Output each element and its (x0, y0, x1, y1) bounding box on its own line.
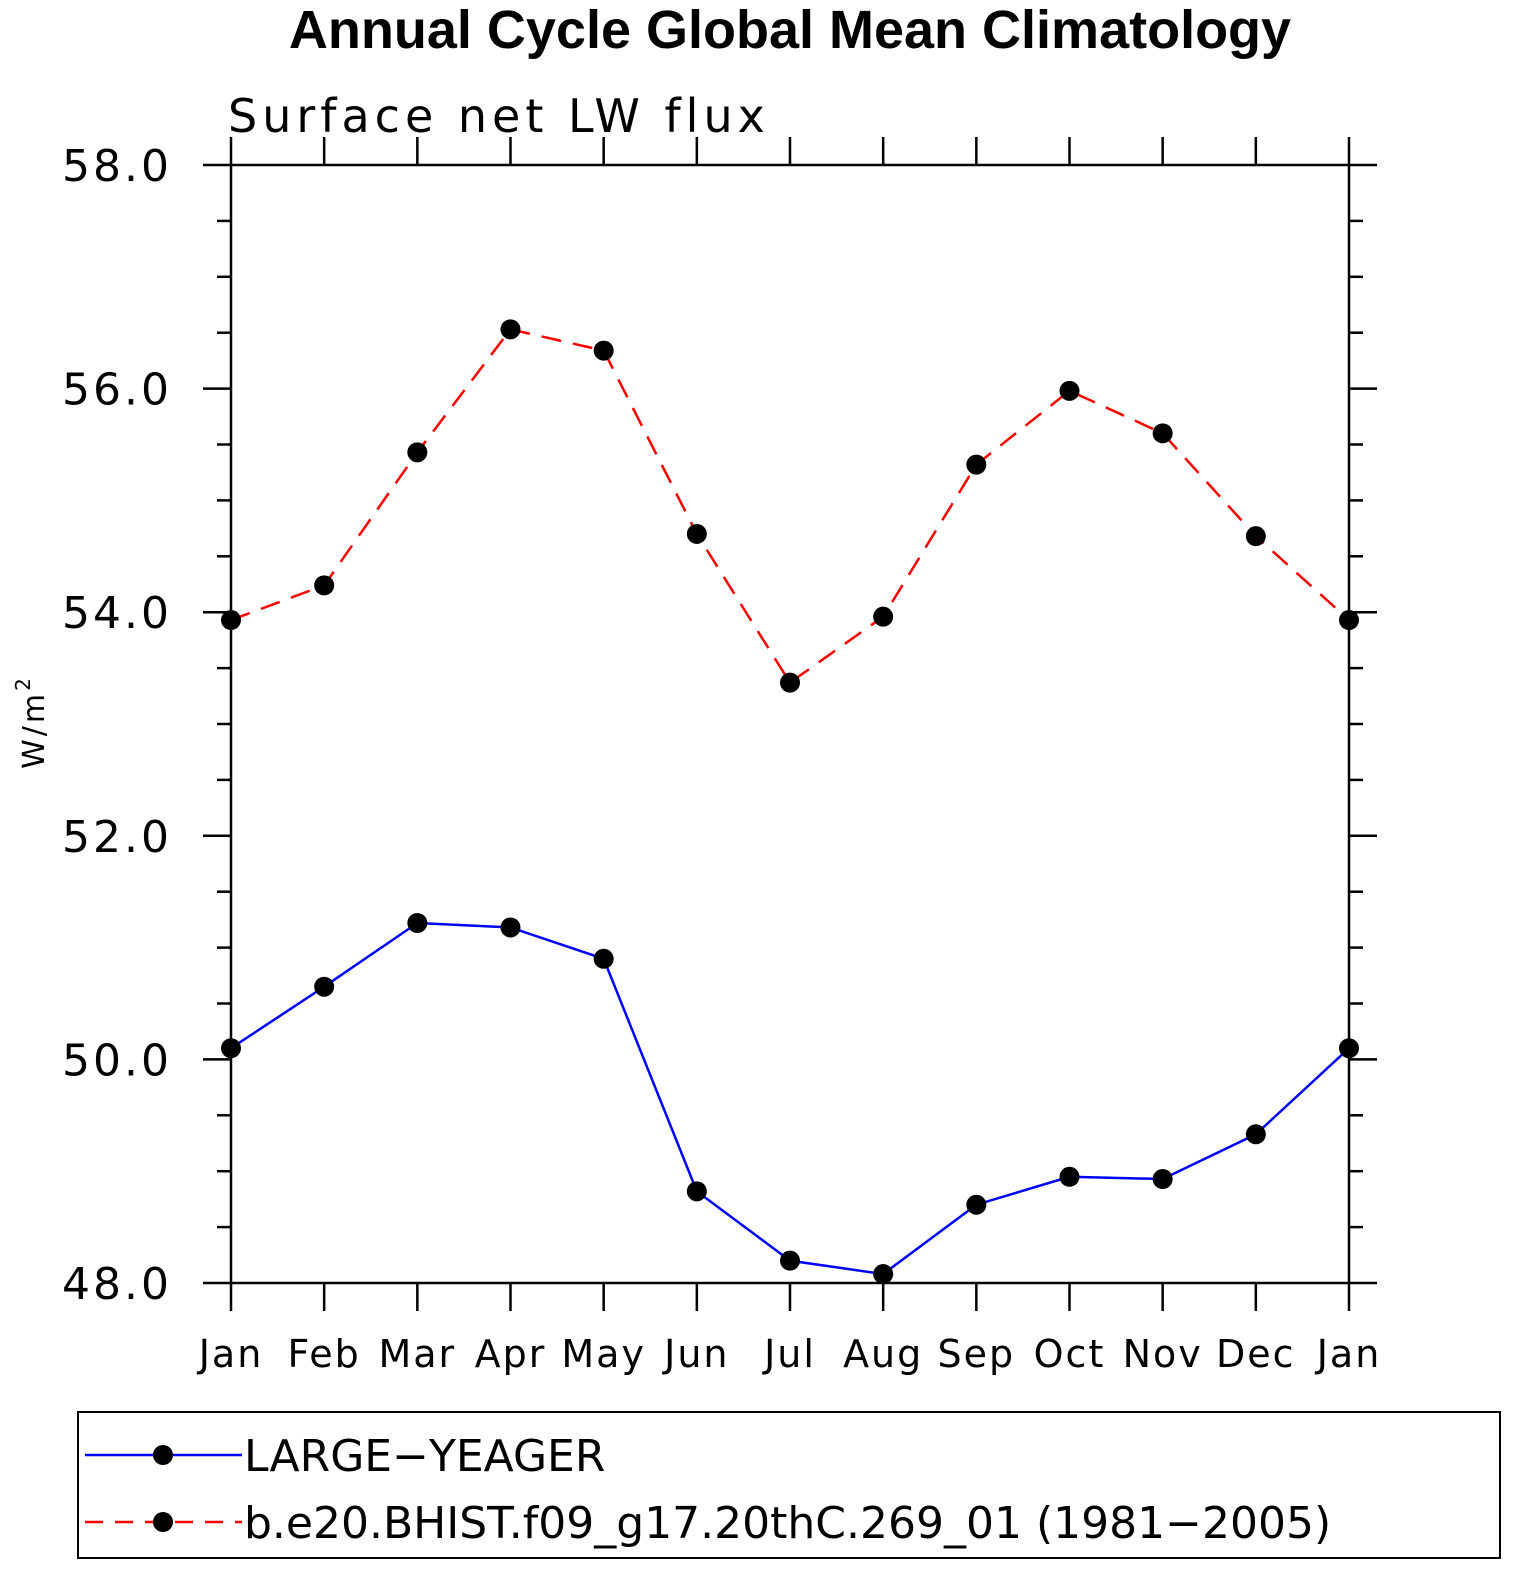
plot-frame (229, 163, 1351, 1285)
y-axis-label: W/m2 (11, 675, 52, 769)
x-tick-label: Aug (843, 1332, 923, 1376)
x-tick-label: Jan (1315, 1332, 1382, 1376)
data-point-series-2 (1339, 610, 1359, 631)
y-tick-label: 50.0 (62, 1035, 172, 1086)
series-line-2 (230, 327, 1350, 685)
data-point-series-2 (593, 340, 614, 361)
x-tick-label: May (561, 1332, 646, 1376)
data-point-series-2 (686, 523, 707, 544)
data-point-series-1 (221, 1038, 241, 1059)
data-point-series-1 (780, 1250, 800, 1271)
data-point-series-2 (221, 610, 241, 631)
legend-label-1: LARGE−YEAGER (244, 1431, 606, 1482)
data-point-series-2 (407, 442, 428, 463)
data-point-series-1 (1245, 1124, 1266, 1145)
y-tick-label: 56.0 (62, 365, 172, 416)
y-axis-label-text: W/m (17, 691, 52, 769)
legend: LARGE−YEAGER b.e20.BHIST.f09_g17.20thC.2… (77, 1411, 1501, 1559)
y-tick-label: 58.0 (62, 141, 172, 192)
y-tick-label: 54.0 (62, 588, 172, 639)
data-point-series-2 (1152, 423, 1173, 444)
data-point-series-1 (686, 1181, 707, 1202)
x-tick-label: Mar (378, 1332, 456, 1376)
x-tick-label: Nov (1123, 1332, 1203, 1376)
chart-subtitle: Surface net LW flux (228, 89, 770, 143)
x-tick-label: Feb (288, 1332, 361, 1376)
data-point-series-2 (966, 454, 987, 475)
data-point-series-1 (593, 948, 614, 969)
x-tick-label: Apr (475, 1332, 547, 1376)
legend-keys (85, 1445, 242, 1532)
data-point-series-2 (873, 606, 894, 627)
x-tick-label: Dec (1216, 1332, 1296, 1376)
y-tick-label: 52.0 (62, 812, 172, 863)
y-axis-label-superscript: 2 (11, 675, 35, 691)
x-tick-label: Sep (938, 1332, 1016, 1376)
data-point-series-1 (407, 913, 428, 934)
data-point-series-2 (1245, 526, 1266, 547)
data-point-series-1 (314, 976, 335, 997)
legend-key-marker-1 (153, 1445, 173, 1465)
series-line-1 (230, 921, 1350, 1276)
data-point-series-2 (500, 319, 521, 340)
data-point-series-1 (1152, 1169, 1173, 1190)
chart-title: Annual Cycle Global Mean Climatology (288, 0, 1292, 60)
y-tick-label: 48.0 (62, 1259, 172, 1310)
data-point-series-2 (1059, 380, 1080, 401)
data-point-series-2 (314, 575, 335, 596)
x-tick-label: Oct (1034, 1332, 1106, 1376)
data-point-series-2 (780, 672, 800, 693)
data-point-series-1 (966, 1194, 987, 1215)
legend-key-marker-2 (153, 1512, 173, 1532)
x-tick-label: Jun (662, 1332, 729, 1376)
x-tick-label: Jul (762, 1332, 816, 1376)
data-point-series-1 (873, 1264, 894, 1285)
data-point-series-1 (500, 917, 521, 938)
data-point-series-1 (1339, 1038, 1359, 1059)
line-chart: Surface net LW flux W/m2 Jan Feb Mar Apr May… (11, 89, 1382, 1376)
legend-label-2: b.e20.BHIST.f09_g17.20thC.269_01 (1981−2… (244, 1498, 1332, 1549)
data-point-series-1 (1059, 1166, 1080, 1187)
x-tick-label: Jan (197, 1332, 264, 1376)
